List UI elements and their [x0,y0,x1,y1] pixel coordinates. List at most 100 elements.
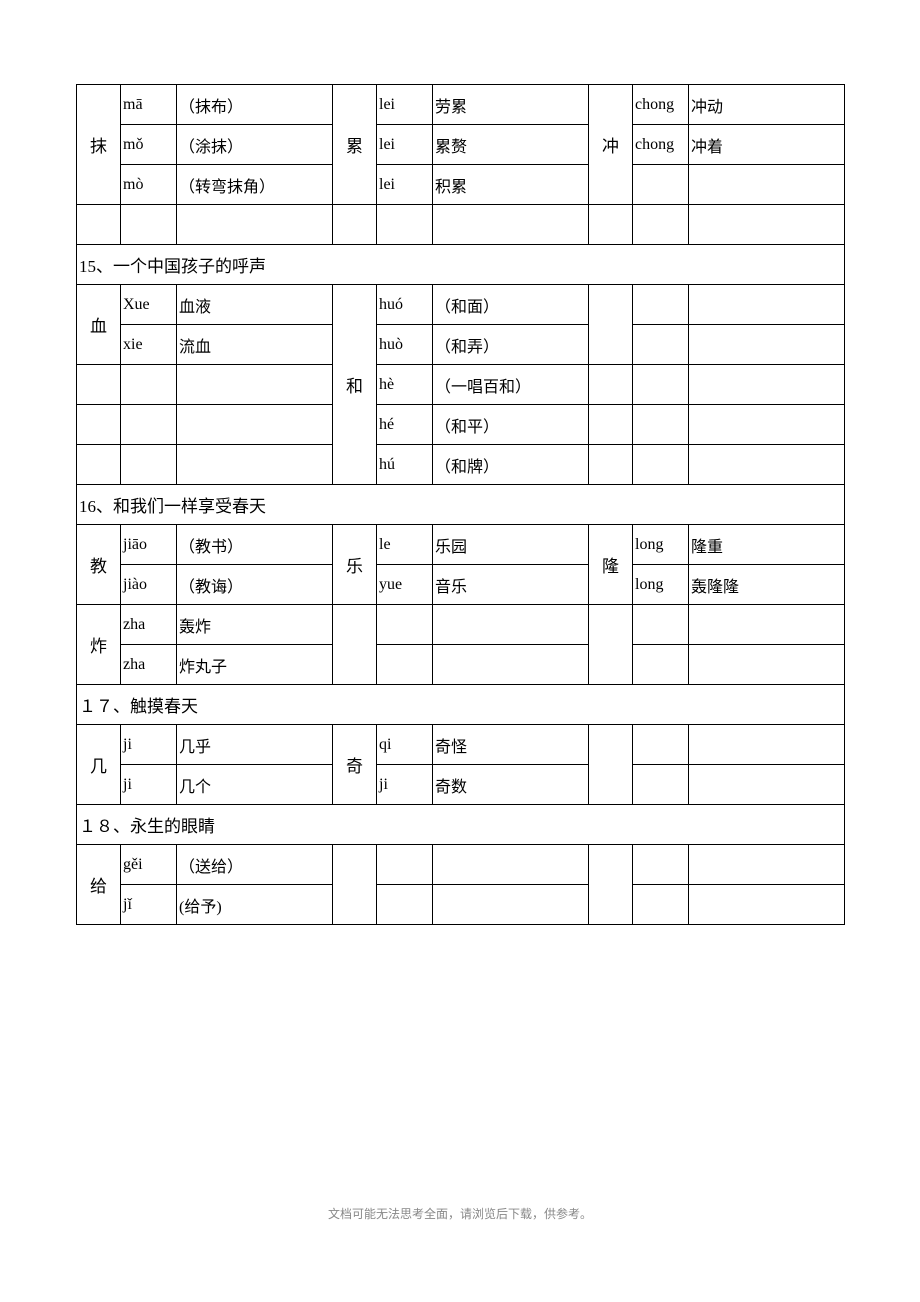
table-cell [77,405,121,445]
table-cell: jǐ [121,885,177,925]
table-cell [689,845,845,885]
table-cell: zha [121,605,177,645]
table-cell: long [633,525,689,565]
table-cell [633,205,689,245]
table-cell [589,285,633,365]
table-cell [689,605,845,645]
table-cell [377,605,433,645]
table-cell [377,205,433,245]
table-cell: （抹布） [177,85,333,125]
table-cell: 隆重 [689,525,845,565]
table-cell [121,445,177,485]
table-cell: （和平） [433,405,589,445]
character-cell: 冲 [589,85,633,205]
table-cell: 奇数 [433,765,589,805]
character-cell: 血 [77,285,121,365]
section-header: １８、永生的眼睛 [77,805,845,845]
table-cell [689,885,845,925]
table-cell [633,325,689,365]
section-header: 16、和我们一样享受春天 [77,485,845,525]
table-cell: （教诲） [177,565,333,605]
table-cell: （教书） [177,525,333,565]
table-cell [589,605,633,685]
table-cell: 劳累 [433,85,589,125]
character-cell: 和 [333,285,377,485]
table-cell: 流血 [177,325,333,365]
table-cell [689,205,845,245]
table-cell: gěi [121,845,177,885]
table-cell [633,725,689,765]
table-cell [377,885,433,925]
table-cell [121,205,177,245]
character-cell: 炸 [77,605,121,685]
table-cell [121,365,177,405]
table-cell: chong [633,125,689,165]
table-cell: 奇怪 [433,725,589,765]
table-cell: long [633,565,689,605]
table-cell: mò [121,165,177,205]
table-cell [689,645,845,685]
pinyin-table: 抹mā（抹布）累lei劳累冲chong冲动mǒ（涂抹）lei累赘chong冲着m… [76,84,845,925]
table-cell [589,445,633,485]
table-cell [77,205,121,245]
table-cell [333,205,377,245]
table-cell [589,405,633,445]
character-cell: 奇 [333,725,377,805]
table-cell [589,205,633,245]
table-cell [633,765,689,805]
table-cell [177,445,333,485]
table-cell [433,645,589,685]
character-cell: 抹 [77,85,121,205]
table-cell: 轰炸 [177,605,333,645]
table-cell: （涂抹） [177,125,333,165]
table-cell: mā [121,85,177,125]
table-cell [633,405,689,445]
table-cell: 冲着 [689,125,845,165]
table-cell: （一唱百和） [433,365,589,405]
table-cell: 血液 [177,285,333,325]
section-header: 15、一个中国孩子的呼声 [77,245,845,285]
table-cell: zha [121,645,177,685]
table-cell [689,325,845,365]
table-cell: jiào [121,565,177,605]
table-cell [589,845,633,925]
character-cell: 教 [77,525,121,605]
table-cell: hú [377,445,433,485]
table-cell: yue [377,565,433,605]
table-cell: hè [377,365,433,405]
table-cell [433,205,589,245]
table-cell: mǒ [121,125,177,165]
table-cell: 冲动 [689,85,845,125]
table-cell: （和牌） [433,445,589,485]
table-cell: 累赘 [433,125,589,165]
table-cell: xie [121,325,177,365]
table-cell: 积累 [433,165,589,205]
table-cell: hé [377,405,433,445]
table-cell: huó [377,285,433,325]
table-cell: 乐园 [433,525,589,565]
table-cell [177,405,333,445]
character-cell: 隆 [589,525,633,605]
table-cell: lei [377,165,433,205]
character-cell: 给 [77,845,121,925]
table-cell [589,725,633,805]
table-cell [633,285,689,325]
table-cell: Xue [121,285,177,325]
character-cell: 累 [333,85,377,205]
table-cell: huò [377,325,433,365]
table-cell: ji [377,765,433,805]
table-cell [177,205,333,245]
table-cell [689,165,845,205]
character-cell: 几 [77,725,121,805]
table-cell [177,365,333,405]
table-cell [633,165,689,205]
footer-text: 文档可能无法思考全面，请浏览后下载，供参考。 [0,1205,920,1222]
table-cell [333,845,377,925]
table-cell [377,645,433,685]
table-cell: qi [377,725,433,765]
table-cell [633,605,689,645]
table-cell [689,445,845,485]
table-cell [77,445,121,485]
table-cell: 轰隆隆 [689,565,845,605]
table-cell [633,845,689,885]
